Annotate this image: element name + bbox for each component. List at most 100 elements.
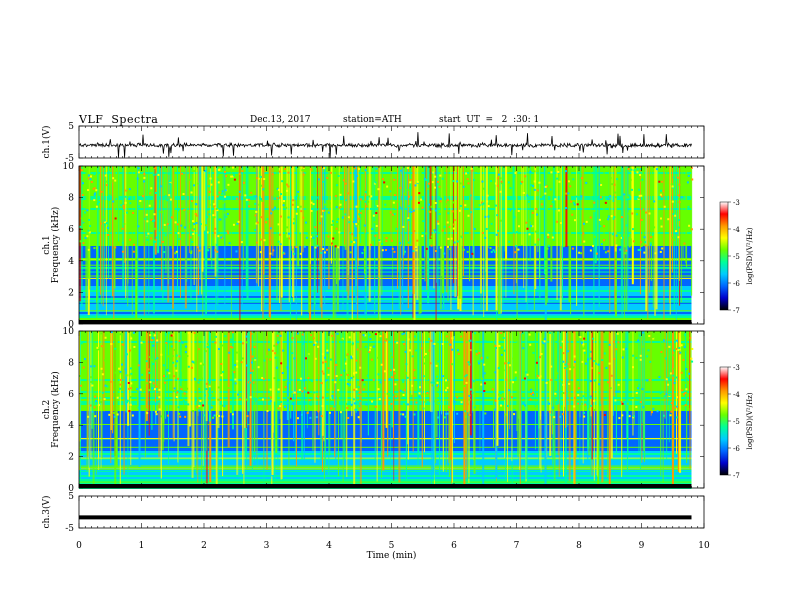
spectrogram-cell: [307, 353, 310, 356]
spectrogram-cell: [206, 346, 209, 349]
spectrogram-cell: [589, 357, 592, 360]
spectrogram-cell: [538, 376, 541, 379]
spectrogram-cell: [368, 333, 371, 336]
spectrogram-cell: [318, 233, 321, 236]
spectrogram-cell: [491, 368, 494, 371]
spectrogram-cell: [684, 222, 687, 225]
spectrogram-cell: [335, 184, 338, 187]
spectrogram-cell: [270, 212, 273, 215]
spectrogram-cell: [91, 410, 94, 413]
spectrogram-cell: [456, 396, 459, 399]
spectrogram-cell: [631, 366, 634, 369]
spectrogram-cell: [93, 247, 96, 250]
spectrogram-cell: [645, 211, 648, 214]
spectrogram-row: [79, 260, 692, 262]
spectrogram-cell: [331, 375, 334, 378]
sferic-streak: [79, 331, 81, 471]
spectrogram-cell: [181, 341, 184, 344]
spectrogram-cell: [198, 409, 201, 412]
spectrogram-row: [79, 308, 692, 310]
spectrogram-cell: [258, 203, 261, 206]
x-tick-label: 8: [576, 541, 582, 551]
x-tick-label: 3: [264, 541, 270, 551]
spectrogram-cell: [638, 197, 641, 200]
spectrogram-row: [79, 387, 692, 389]
sferic-streak: [295, 331, 297, 467]
spectrogram-cell: [233, 174, 236, 177]
y-tick-label: 2: [68, 453, 74, 463]
spectrogram-cell: [217, 386, 220, 389]
spectrogram-row: [79, 439, 692, 441]
sferic-streak: [622, 166, 624, 261]
spectrogram-cell: [352, 398, 355, 401]
spectrogram-cell: [100, 401, 103, 404]
sferic-streak: [525, 331, 528, 480]
spectrogram-cell: [287, 171, 290, 174]
sferic-streak: [406, 166, 408, 241]
spectrogram-cell: [146, 220, 149, 223]
spectrogram-cell: [446, 412, 449, 415]
spectrogram-cell: [294, 335, 297, 338]
spectrogram-cell: [468, 413, 471, 416]
spectrogram-cell: [589, 350, 592, 353]
spectrogram-cell: [560, 405, 563, 408]
sferic-streak: [675, 166, 677, 320]
spectrogram-cell: [194, 362, 197, 365]
spectrogram-cell: [180, 388, 183, 391]
spectrogram-cell: [530, 337, 533, 340]
spectrogram-cell: [142, 180, 145, 183]
spectrogram-cell: [191, 240, 194, 243]
spectrogram-cell: [123, 222, 126, 225]
spectrogram-cell: [619, 248, 622, 251]
spectrogram-cell: [417, 201, 420, 204]
spectrogram-cell: [638, 194, 641, 197]
sferic-streak: [435, 331, 438, 438]
spectrogram-row: [79, 411, 692, 413]
spectrogram-cell: [656, 410, 659, 413]
spectrogram-cell: [434, 250, 437, 253]
spectrogram-cell: [252, 369, 255, 372]
spectrogram-cell: [481, 201, 484, 204]
spectrogram-cell: [343, 369, 346, 372]
spectrogram-cell: [228, 351, 231, 354]
spectrogram-cell: [216, 209, 219, 212]
spectrogram-cell: [608, 343, 611, 346]
sferic-streak: [515, 166, 517, 284]
sferic-streak: [351, 331, 353, 417]
sferic-streak: [573, 331, 576, 486]
sferic-streak: [162, 166, 164, 302]
spectrogram-cell: [283, 167, 286, 170]
spectrogram-cell: [371, 393, 374, 396]
spectrogram-cell: [203, 348, 206, 351]
spectrogram-cell: [295, 212, 298, 215]
spectrogram-cell: [468, 363, 471, 366]
spectrogram-cell: [321, 361, 324, 364]
spectrogram-cell: [553, 416, 556, 419]
spectrogram-cell: [178, 412, 181, 415]
sferic-streak: [691, 166, 693, 296]
sferic-streak: [379, 166, 381, 324]
y-tick-label: 4: [68, 257, 74, 267]
sferic-streak: [582, 166, 584, 280]
spectrogram-cell: [413, 230, 416, 233]
spectrogram-cell: [279, 334, 282, 337]
sferic-streak: [378, 166, 380, 278]
spectrogram-cell: [536, 213, 539, 216]
spectrogram-cell: [323, 251, 326, 254]
sferic-streak: [102, 331, 104, 410]
spectrogram-cell: [376, 204, 379, 207]
spectrogram-cell: [255, 210, 258, 213]
spectrogram-cell: [86, 235, 89, 238]
spectrogram-cell: [299, 205, 302, 208]
spectrogram-cell: [174, 221, 177, 224]
spectrogram-cell: [646, 355, 649, 358]
spectrogram-cell: [500, 404, 503, 407]
spectrogram-cell: [225, 215, 228, 218]
spectrogram-cell: [358, 405, 361, 408]
spectrogram-cell: [501, 346, 504, 349]
sferic-streak: [449, 331, 452, 460]
spectrogram-cell: [427, 187, 430, 190]
spectrogram-cell: [499, 219, 502, 222]
spectrogram-cell: [370, 358, 373, 361]
spectrogram-cell: [356, 408, 359, 411]
